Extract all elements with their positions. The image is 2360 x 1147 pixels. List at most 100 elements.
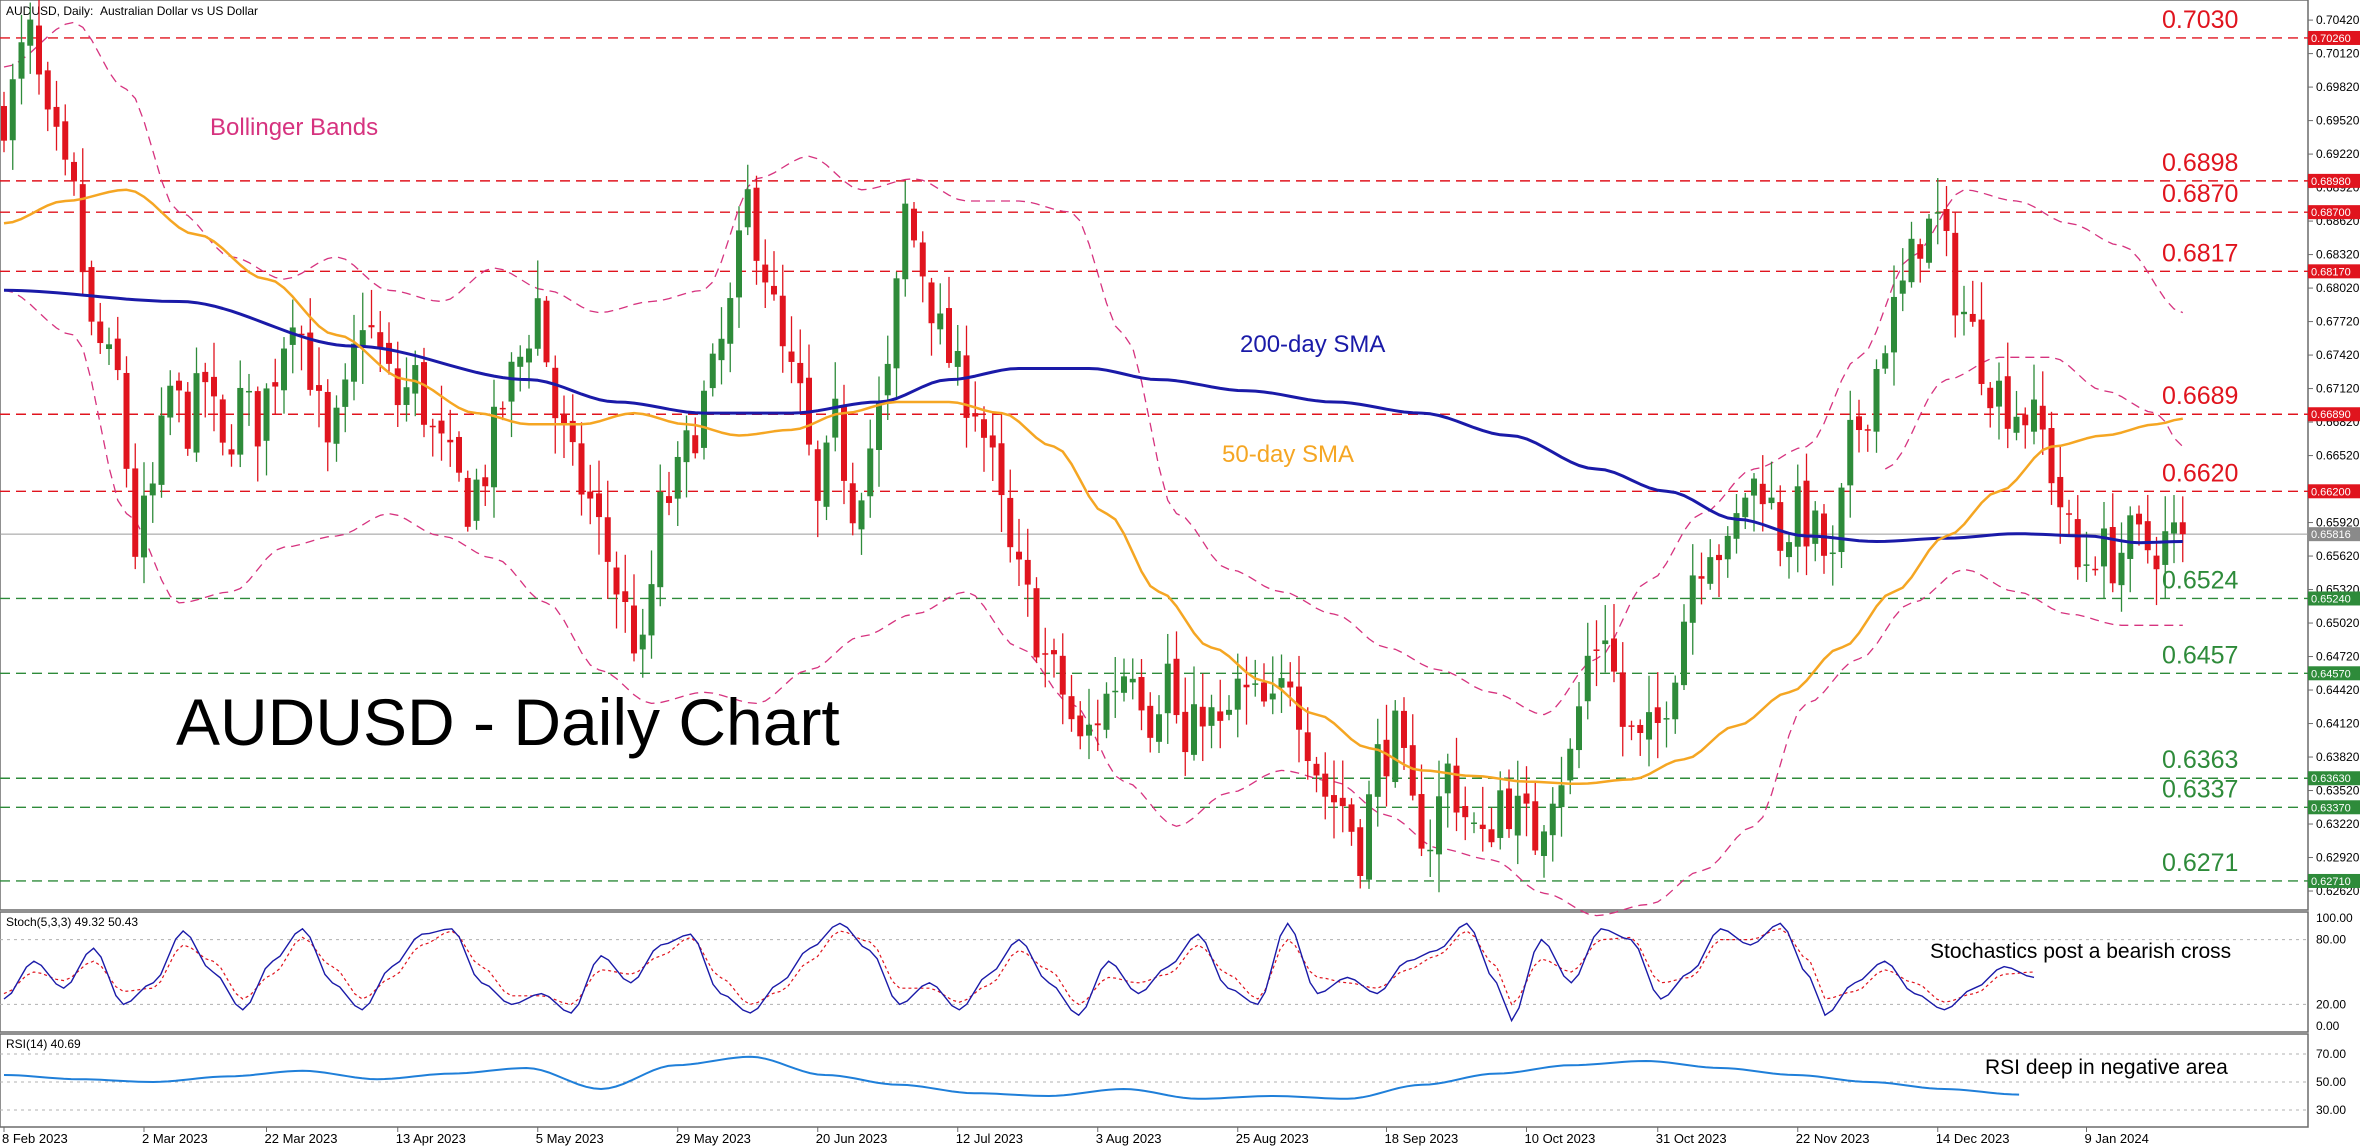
- stoch-tick-1: 80.00: [2316, 933, 2346, 947]
- time-label-4: 5 May 2023: [536, 1131, 604, 1146]
- candle-body-121: [1059, 655, 1066, 695]
- candle-body-82: [718, 338, 725, 361]
- candle-body-64: [561, 414, 567, 425]
- stoch-tick-2: 20.00: [2316, 997, 2346, 1011]
- candle-body-209: [1829, 552, 1836, 555]
- level-label-8: 0.6363: [2162, 746, 2238, 774]
- candle-body-79: [692, 435, 699, 454]
- candle-body-213: [1864, 429, 1871, 431]
- time-label-5: 29 May 2023: [676, 1131, 751, 1146]
- price-tick-label-16: 0.65620: [2316, 549, 2360, 563]
- candle-body-111: [972, 413, 979, 417]
- candle-body-72: [631, 605, 637, 654]
- candle-body-27: [237, 387, 244, 455]
- candle-body-219: [1917, 244, 1924, 259]
- candle-body-19: [167, 385, 174, 418]
- stoch-main-line: [3, 922, 2035, 1023]
- candle-body-10: [88, 267, 95, 322]
- candle-body-113: [989, 435, 996, 448]
- candle-body-58: [508, 361, 515, 402]
- candle-body-195: [1707, 557, 1714, 584]
- candle-body-102: [893, 278, 900, 369]
- candle-body-119: [1042, 653, 1049, 655]
- candle-body-246: [2153, 555, 2160, 570]
- candle-body-175: [1532, 801, 1539, 851]
- rsi-line: [3, 1055, 2020, 1100]
- candle-body-204: [1786, 542, 1792, 558]
- price-tick-label-3: 0.69520: [2316, 114, 2360, 128]
- level-tag-text-2: 0.68700: [2311, 207, 2351, 219]
- level-tag-text-4: 0.66890: [2311, 409, 2351, 421]
- candle-body-230: [2013, 416, 2020, 433]
- candle-body-16: [141, 495, 147, 558]
- sma50-line: [3, 188, 2184, 786]
- candle-body-84: [736, 230, 742, 298]
- candle-body-106: [928, 282, 935, 324]
- candle-body-234: [2048, 428, 2055, 484]
- level-tag-text-9: 0.63370: [2311, 802, 2351, 814]
- candle-body-54: [473, 479, 480, 521]
- candle-body-138: [1208, 707, 1215, 726]
- level-tag-text-7: 0.64570: [2311, 668, 2351, 680]
- candle-body-7: [62, 121, 69, 160]
- time-label-14: 14 Dec 2023: [1936, 1131, 2010, 1146]
- candle-body-193: [1689, 575, 1696, 623]
- chart-symbol-label: AUDUSD, Daily:: [6, 4, 93, 18]
- candle-body-94: [823, 442, 830, 507]
- time-label-15: 9 Jan 2024: [2085, 1131, 2149, 1146]
- candle-body-116: [1016, 551, 1022, 560]
- candle-body-187: [1637, 724, 1644, 734]
- candle-body-163: [1427, 849, 1434, 852]
- candle-body-87: [762, 264, 769, 283]
- level-label-6: 0.6524: [2162, 566, 2239, 594]
- candle-body-237: [2074, 519, 2081, 568]
- price-tick-label-10: 0.67420: [2316, 348, 2360, 362]
- candle-body-101: [884, 363, 891, 396]
- rsi-tick-0: 70.00: [2316, 1047, 2346, 1061]
- sma200-label: 200-day SMA: [1240, 331, 1385, 358]
- stoch-label: Stoch(5,3,3) 49.32 50.43: [6, 915, 138, 929]
- candle-body-185: [1619, 672, 1626, 727]
- level-tag-text-5: 0.66200: [2311, 486, 2351, 498]
- candle-body-11: [97, 321, 104, 344]
- time-label-12: 31 Oct 2023: [1656, 1131, 1727, 1146]
- candle-body-182: [1593, 649, 1600, 651]
- time-axis: 8 Feb 2023 2 Mar 2023 22 Mar 2023 13 Apr 20…: [2, 1127, 2149, 1146]
- candle-body-32: [281, 348, 287, 391]
- level-tag-4: [2308, 407, 2360, 422]
- candle-body-109: [954, 350, 961, 367]
- candle-body-48: [421, 362, 427, 425]
- level-tag-8: [2308, 771, 2360, 786]
- candle-body-63: [552, 367, 559, 419]
- candle-body-110: [963, 355, 970, 418]
- candle-body-247: [2162, 531, 2169, 565]
- candle-body-231: [2022, 414, 2029, 426]
- level-label-10: 0.6271: [2162, 849, 2238, 877]
- candle-body-214: [1873, 369, 1880, 432]
- candle-body-33: [289, 327, 296, 345]
- candle-body-118: [1033, 588, 1040, 658]
- candle-body-78: [683, 430, 690, 463]
- candle-body-149: [1304, 732, 1311, 762]
- price-tick-label-20: 0.64420: [2316, 683, 2360, 697]
- candle-body-14: [123, 372, 130, 469]
- candle-body-177: [1549, 803, 1556, 836]
- candle-body-224: [1961, 311, 1967, 315]
- candle-body-45: [394, 368, 401, 406]
- price-tick-label-22: 0.63820: [2316, 750, 2360, 764]
- candle-body-35: [307, 332, 314, 390]
- rsi-tick-2: 30.00: [2316, 1103, 2346, 1117]
- level-tag-7: [2308, 666, 2360, 681]
- candle-body-216: [1891, 296, 1897, 353]
- candle-body-205: [1794, 486, 1801, 547]
- candle-body-135: [1182, 711, 1189, 753]
- level-labels: 0.7030 0.6898 0.6870 0.6817 0.6689 0.6620 0.65…: [2162, 6, 2239, 877]
- candle-body-29: [254, 391, 261, 447]
- rsi-tick-1: 50.00: [2316, 1075, 2346, 1089]
- candle-body-206: [1803, 480, 1810, 547]
- price-tick-label-13: 0.66520: [2316, 449, 2360, 463]
- candle-body-12: [106, 344, 112, 349]
- candle-body-142: [1243, 684, 1250, 688]
